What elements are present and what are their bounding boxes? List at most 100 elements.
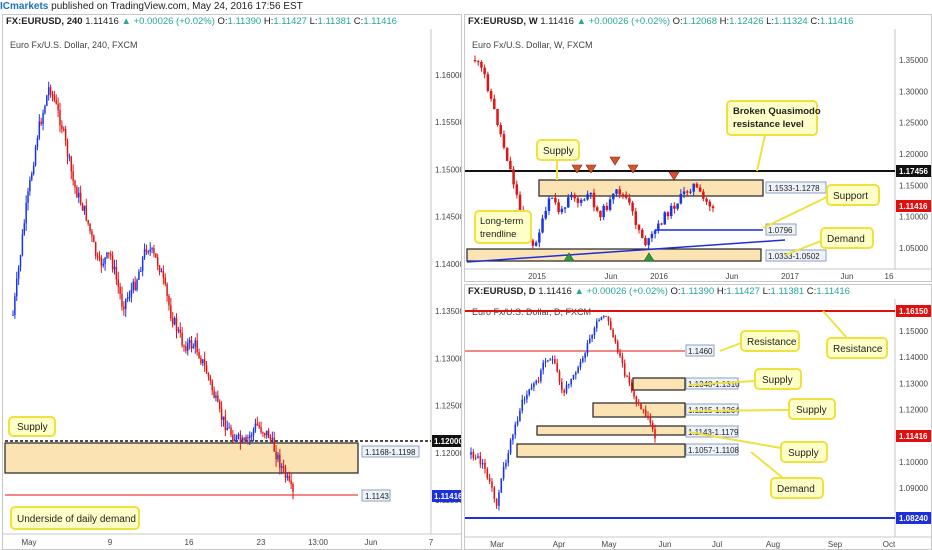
candle-body [190, 340, 193, 349]
high-value: 1.12426 [729, 16, 764, 27]
candle-body [170, 305, 172, 319]
candle-body [233, 439, 236, 442]
candle-body [171, 318, 174, 325]
zone-label-text: 1.1057-1.1108 [688, 446, 740, 455]
candle-body [493, 487, 496, 499]
candle-body [249, 435, 251, 438]
symbol-label: FX:EURUSD, D [468, 286, 536, 297]
candle-body [200, 358, 202, 364]
candle-body [586, 343, 589, 354]
candle-body [607, 316, 610, 322]
candle-body [642, 409, 645, 411]
zone-label-box [685, 443, 739, 456]
callout-demand [820, 227, 874, 249]
last-price: 1.11416 [540, 16, 574, 27]
candle-body [593, 328, 596, 336]
callout-resistance-2 [826, 337, 888, 359]
candle-body [40, 121, 42, 125]
x-tick-label: 16 [885, 272, 894, 281]
candle-body [213, 390, 215, 398]
candle-body [100, 257, 103, 266]
callout-support-pointer [762, 196, 828, 229]
y-tick-label: 1.20000 [899, 150, 928, 159]
callout-supply-2-pointer [688, 409, 790, 412]
candle-body [588, 338, 591, 344]
x-tick-label: Jul [712, 540, 722, 549]
candle-body [130, 289, 133, 297]
y-tick-label: 1.09000 [899, 484, 928, 493]
candle-body [499, 125, 502, 135]
chart-panel-weekly[interactable]: FX:EURUSD, W 1.11416 ▲ +0.00026 (+0.02%)… [464, 14, 932, 282]
daily-supply-zone-1 [632, 377, 686, 391]
candle-body [595, 321, 598, 329]
candle-body [479, 456, 482, 465]
candle-body [579, 199, 583, 203]
chart-panel-daily[interactable]: FX:EURUSD, D 1.11416 ▲ +0.00026 (+0.02%)… [464, 284, 932, 550]
chart-canvas-weekly[interactable]: Euro Fx/U.S. Dollar, W, FXCM 1.35000 1.30… [465, 15, 932, 282]
candle-body [16, 278, 18, 297]
candle-body [93, 235, 95, 243]
candle-body [173, 317, 176, 325]
candle-body [181, 332, 183, 346]
x-tick-label: Aug [766, 540, 780, 549]
callout-supply-3-text: Supply [788, 448, 819, 459]
candle-body [147, 251, 150, 253]
candle-body [512, 434, 514, 441]
candle-body [598, 320, 600, 322]
candle-body [98, 257, 101, 259]
candle-body [31, 173, 33, 180]
candle-body [637, 224, 641, 230]
candle-body [111, 255, 114, 270]
candle-body [619, 352, 621, 357]
candle-body [592, 192, 596, 208]
chart-canvas-daily[interactable]: Euro Fx/U.S. Dollar, D, FXCM 1.150001.14… [465, 285, 932, 550]
candle-body [228, 427, 230, 429]
last-price: 1.11416 [538, 286, 572, 297]
candle-body [650, 233, 654, 239]
candle-body [235, 435, 238, 440]
candle-body [521, 399, 524, 411]
candle-body [512, 169, 515, 185]
callout-supply-text: Supply [543, 146, 574, 157]
y-axis-ticks: 1.35000 1.30000 1.25000 1.20000 1.15000 1.100… [899, 56, 928, 253]
candle-body [663, 212, 667, 225]
candle-body [692, 183, 695, 192]
candle-body [241, 438, 244, 443]
candle-body [102, 263, 104, 266]
candle-body [486, 468, 489, 479]
down-arrow-marker [627, 164, 639, 174]
candle-body [540, 370, 542, 382]
x-tick-label: Jun [841, 272, 854, 281]
candle-body [554, 359, 556, 364]
candles-240 [12, 81, 294, 500]
candle-body [44, 105, 46, 113]
price-change: +0.00026 (+0.02%) [133, 16, 215, 27]
x-tick-label: 9 [108, 538, 113, 547]
candle-body [544, 210, 548, 219]
candle-body [239, 434, 242, 443]
candle-body [21, 234, 24, 256]
candle-body [76, 187, 78, 198]
x-tick-label: 2016 [650, 272, 668, 281]
candle-body [679, 193, 683, 204]
callout-demand [770, 477, 824, 499]
publish-header: ICmarkets published on TradingView.com, … [0, 0, 932, 14]
y-tick-label: 1.35000 [899, 56, 928, 65]
callout-supply-2 [788, 398, 836, 420]
candle-body [651, 422, 654, 430]
candle-body [495, 498, 498, 506]
line-label: 1.1143 [365, 492, 389, 501]
candle-body [473, 60, 477, 62]
candle-body [49, 87, 52, 95]
candle-body [160, 271, 163, 273]
tag-price-text: 1.11416 [899, 432, 928, 441]
publisher-name[interactable]: ICmarkets [0, 1, 49, 12]
chart-canvas-240[interactable]: Euro Fx/U.S. Dollar, 240, FXCM 1.16000 1.… [3, 15, 462, 550]
candle-body [220, 408, 223, 420]
candle-body [538, 232, 541, 243]
chart-panel-240[interactable]: FX:EURUSD, 240 1.11416 ▲ +0.00026 (+0.02… [2, 14, 462, 550]
candle-body [62, 128, 65, 130]
candle-body [260, 427, 262, 433]
candle-body [551, 359, 554, 361]
callout-support-text: Support [833, 191, 868, 202]
